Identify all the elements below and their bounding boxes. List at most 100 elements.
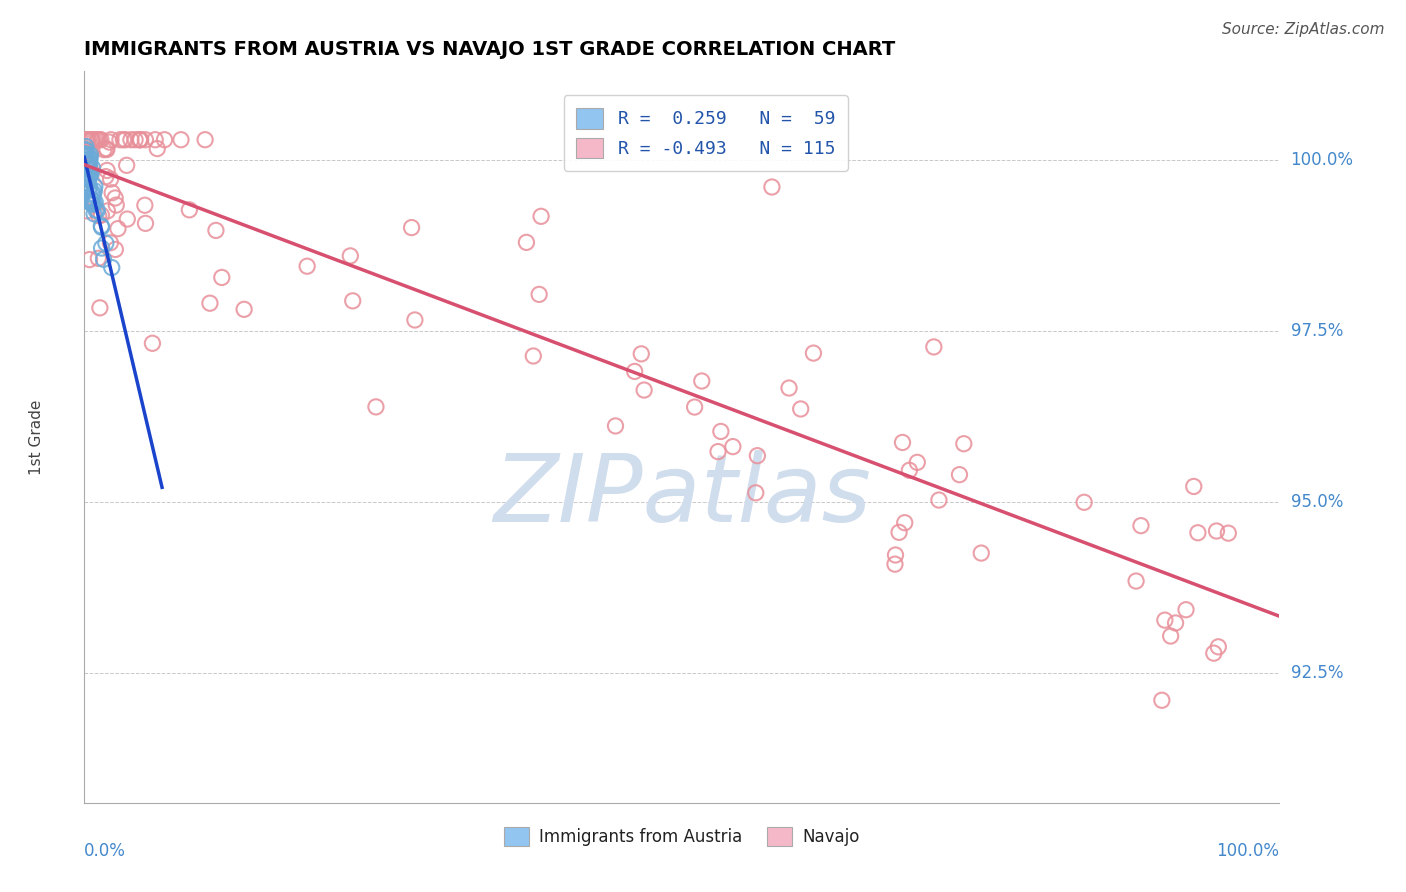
Point [75, 147, 97, 161]
Point [77, 133, 100, 147]
Point [211, 270, 233, 285]
Point [77, 169, 100, 184]
Point [79, 252, 101, 267]
Point [75, 144, 97, 158]
Point [77, 169, 100, 183]
Point [79, 148, 101, 162]
Point [1150, 693, 1173, 707]
Point [93, 252, 115, 267]
Text: 95.0%: 95.0% [1291, 493, 1343, 511]
Point [605, 418, 627, 433]
Point [82, 161, 104, 175]
Point [1153, 613, 1175, 627]
Point [76, 133, 98, 147]
Point [73, 149, 96, 163]
Point [146, 142, 169, 156]
Text: ZIPatlas: ZIPatlas [494, 450, 870, 541]
Point [79, 156, 101, 170]
Point [77, 159, 100, 173]
Point [77, 170, 100, 185]
Point [76, 153, 98, 167]
Point [96, 163, 118, 178]
Point [76, 160, 98, 174]
Point [80, 196, 103, 211]
Point [710, 425, 733, 439]
Point [94, 169, 117, 184]
Point [295, 259, 318, 273]
Point [73, 177, 96, 191]
Point [82, 133, 104, 147]
Point [1164, 615, 1187, 630]
Point [73, 150, 96, 164]
Point [80, 133, 103, 147]
Point [79, 145, 101, 160]
Point [79, 153, 101, 167]
Point [789, 401, 811, 416]
Point [134, 133, 156, 147]
Text: 100.0%: 100.0% [1216, 842, 1279, 860]
Point [83, 179, 105, 194]
Point [1202, 646, 1225, 660]
Point [90, 208, 112, 222]
Text: Source: ZipAtlas.com: Source: ZipAtlas.com [1222, 22, 1385, 37]
Point [76, 162, 98, 177]
Point [77, 166, 100, 180]
Point [79, 167, 101, 181]
Point [76, 171, 98, 186]
Point [630, 347, 652, 361]
Point [77, 155, 100, 169]
Point [683, 400, 706, 414]
Point [79, 152, 101, 166]
Point [90, 219, 112, 233]
Point [83, 133, 105, 147]
Point [623, 364, 645, 378]
Point [82, 187, 104, 202]
Point [89, 133, 111, 147]
Point [80, 196, 103, 211]
Point [83, 207, 105, 221]
Point [803, 346, 825, 360]
Point [76, 133, 98, 147]
Point [1160, 629, 1182, 643]
Point [90, 241, 112, 255]
Point [952, 436, 974, 450]
Point [96, 203, 118, 218]
Point [893, 516, 915, 530]
Point [76, 171, 98, 186]
Point [87, 209, 110, 223]
Point [90, 133, 112, 147]
Point [73, 142, 96, 156]
Point [79, 181, 101, 195]
Point [87, 252, 110, 266]
Point [690, 374, 713, 388]
Point [76, 175, 98, 189]
Point [76, 194, 98, 209]
Point [98, 135, 121, 149]
Point [745, 485, 768, 500]
Point [530, 210, 553, 224]
Point [128, 133, 150, 147]
Point [76, 169, 98, 183]
Point [77, 171, 100, 186]
Point [87, 133, 110, 147]
Point [75, 139, 97, 153]
Point [100, 260, 122, 275]
Point [76, 176, 98, 190]
Point [117, 212, 139, 227]
Point [970, 546, 993, 560]
Point [928, 493, 950, 508]
Point [124, 133, 146, 147]
Point [79, 179, 101, 194]
Point [96, 143, 118, 157]
Point [83, 184, 105, 198]
Point [922, 340, 945, 354]
Point [778, 381, 800, 395]
Text: IMMIGRANTS FROM AUSTRIA VS NAVAJO 1ST GRADE CORRELATION CHART: IMMIGRANTS FROM AUSTRIA VS NAVAJO 1ST GR… [84, 39, 896, 59]
Point [86, 203, 108, 218]
Point [75, 192, 97, 206]
Point [141, 336, 163, 351]
Point [104, 243, 127, 257]
Text: 92.5%: 92.5% [1291, 664, 1343, 681]
Point [115, 158, 138, 172]
Text: 100.0%: 100.0% [1291, 152, 1354, 169]
